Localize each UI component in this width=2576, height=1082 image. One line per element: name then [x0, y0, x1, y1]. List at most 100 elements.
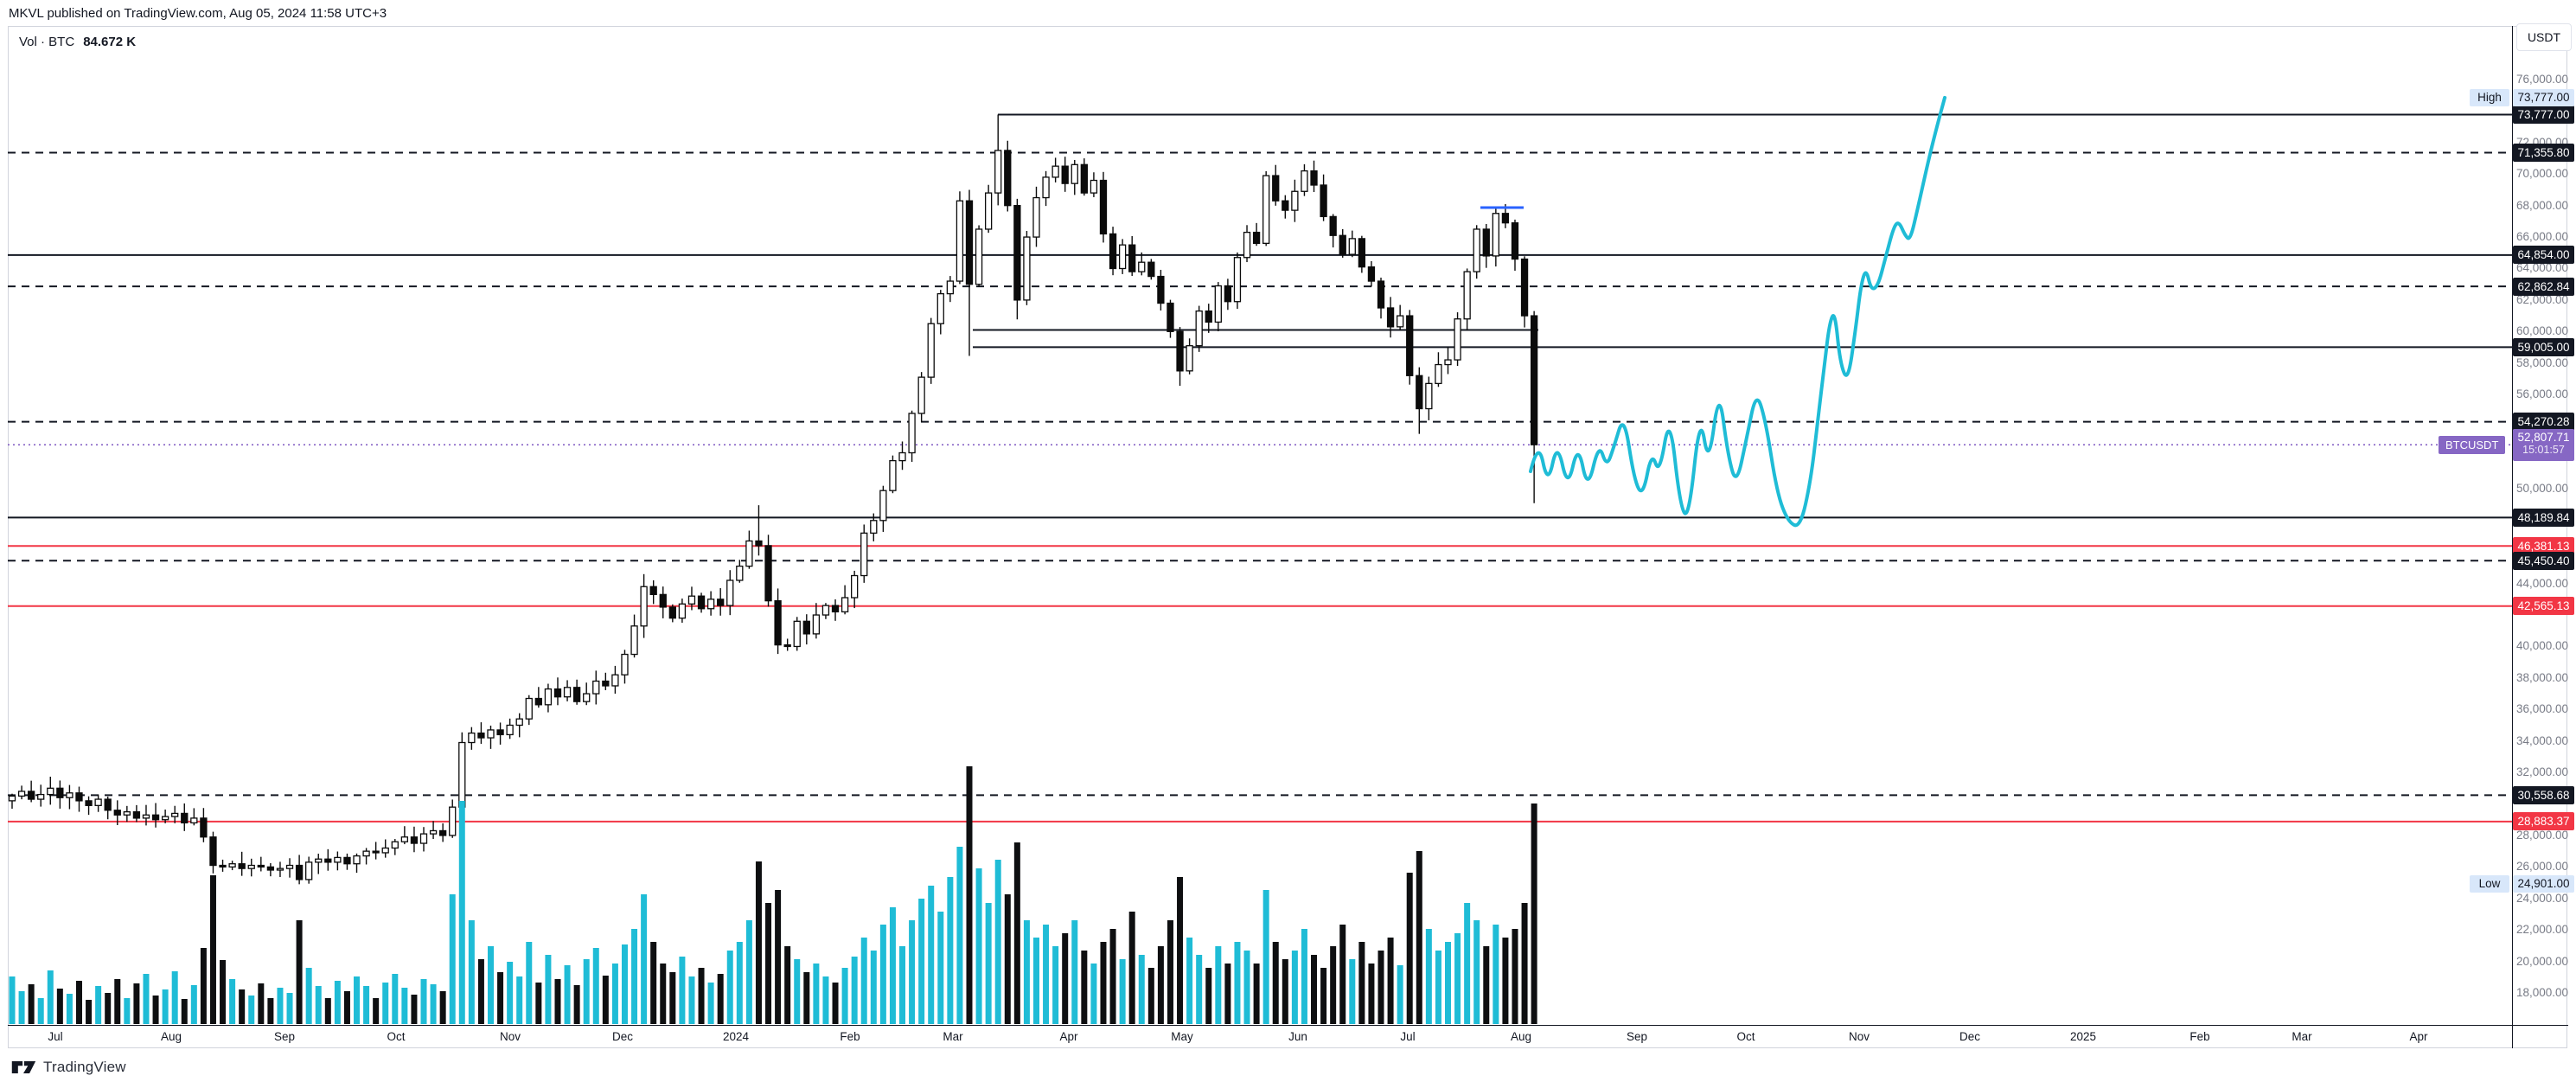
- candle-body: [917, 376, 925, 414]
- time-axis-label: Sep: [273, 1030, 296, 1043]
- price-level-badge: 48,189.84: [2513, 508, 2574, 527]
- volume-bar: [18, 991, 25, 1024]
- candle-body: [764, 545, 772, 602]
- volume-bar: [1119, 959, 1126, 1024]
- candle-body: [142, 814, 150, 819]
- candle-body: [1492, 213, 1499, 257]
- volume-bar: [56, 989, 63, 1024]
- candle-body: [1176, 330, 1184, 372]
- volume-bar: [239, 989, 246, 1024]
- volume-bar: [860, 938, 867, 1024]
- candle-body: [870, 520, 878, 535]
- candle-body: [419, 833, 428, 844]
- candle-body: [678, 603, 687, 619]
- last-price-value: 52,807.71: [2517, 430, 2570, 444]
- price-tick-label: 26,000.00: [2515, 860, 2569, 874]
- volume-bar: [1339, 925, 1346, 1024]
- volume-legend-value: 84.672 K: [83, 35, 137, 49]
- volume-bar: [1435, 951, 1441, 1024]
- time-axis-label: Dec: [611, 1030, 634, 1043]
- volume-bar: [95, 986, 102, 1024]
- volume-bar: [736, 942, 743, 1024]
- volume-bar: [220, 960, 227, 1024]
- candle-body: [410, 836, 419, 844]
- candle-body: [27, 791, 35, 800]
- candle-body: [534, 697, 542, 706]
- volume-bar: [277, 988, 284, 1024]
- published-line: MKVL published on TradingView.com, Aug 0…: [9, 6, 387, 21]
- volume-bar: [439, 991, 446, 1024]
- time-axis-label: Mar: [2292, 1030, 2312, 1043]
- candle-body: [1291, 190, 1299, 211]
- candle-body: [238, 863, 246, 869]
- candle-body: [219, 864, 227, 868]
- volume-bar: [1387, 938, 1394, 1024]
- volume-bar: [315, 986, 322, 1024]
- volume-bar: [430, 984, 437, 1024]
- currency-toggle-button[interactable]: USDT: [2516, 23, 2572, 51]
- time-axis-label: Dec: [1959, 1030, 1981, 1043]
- candle-body: [1138, 261, 1146, 272]
- volume-bar: [1234, 942, 1241, 1024]
- volume-bar: [1358, 942, 1365, 1024]
- candle-body: [1147, 261, 1155, 278]
- candle-body: [1320, 184, 1327, 218]
- price-tick-label: 44,000.00: [2515, 576, 2569, 590]
- volume-bar: [726, 951, 733, 1024]
- candle-body: [315, 858, 323, 863]
- candle-body: [755, 540, 763, 547]
- candle-body: [276, 868, 284, 871]
- time-axis-label: Nov: [499, 1030, 521, 1043]
- candle-body: [1109, 233, 1117, 270]
- volume-bar: [1071, 920, 1078, 1024]
- candle-body: [821, 605, 830, 616]
- candle-body: [630, 625, 638, 656]
- volume-bar: [1081, 951, 1088, 1024]
- candle-body: [946, 280, 955, 295]
- volume-bar: [1483, 946, 1490, 1024]
- candle-body: [1071, 163, 1078, 184]
- volume-bar: [975, 868, 982, 1024]
- candle-body: [429, 829, 438, 835]
- price-level-badge: 46,381.13: [2513, 536, 2574, 555]
- candle-body: [1090, 179, 1098, 194]
- candle-body: [266, 866, 275, 871]
- candle-body: [1224, 285, 1232, 303]
- candle-body: [1214, 285, 1222, 323]
- volume-bar: [1349, 959, 1356, 1024]
- volume-bar: [545, 955, 552, 1024]
- volume-bar: [1464, 903, 1471, 1024]
- volume-bar: [765, 903, 772, 1024]
- price-tick-label: 38,000.00: [2515, 670, 2569, 684]
- candle-body: [75, 792, 83, 802]
- candle-body: [936, 292, 944, 324]
- price-level-badge: 45,450.40: [2513, 551, 2574, 570]
- chart-area[interactable]: [8, 26, 2567, 1048]
- time-axis-label: Apr: [2409, 1030, 2428, 1043]
- candle-body: [1511, 222, 1519, 260]
- candle-body: [324, 858, 332, 863]
- tradingview-attribution[interactable]: TradingView: [10, 1056, 126, 1079]
- volume-bar: [1272, 942, 1279, 1024]
- volume-bar: [200, 948, 207, 1024]
- candle-body: [1243, 231, 1251, 259]
- price-tick-label: 50,000.00: [2515, 482, 2569, 496]
- time-axis-label: Sep: [1626, 1030, 1648, 1043]
- candle-body: [1186, 345, 1193, 372]
- candle-body: [898, 451, 906, 462]
- candle-body: [372, 850, 380, 854]
- candle-body: [1167, 302, 1174, 332]
- volume-bar: [507, 962, 514, 1024]
- projection-drawing[interactable]: [1529, 95, 1946, 528]
- volume-bar: [611, 964, 618, 1024]
- candle-body: [1262, 175, 1270, 245]
- volume-legend[interactable]: Vol · BTC 84.672 K: [19, 35, 136, 49]
- volume-bar: [1186, 938, 1193, 1024]
- candle-body: [1482, 228, 1490, 257]
- range-marker-label: High: [2470, 89, 2509, 107]
- candle-body: [726, 579, 734, 606]
- volume-bar: [1253, 964, 1260, 1024]
- volume-bar: [1147, 968, 1154, 1024]
